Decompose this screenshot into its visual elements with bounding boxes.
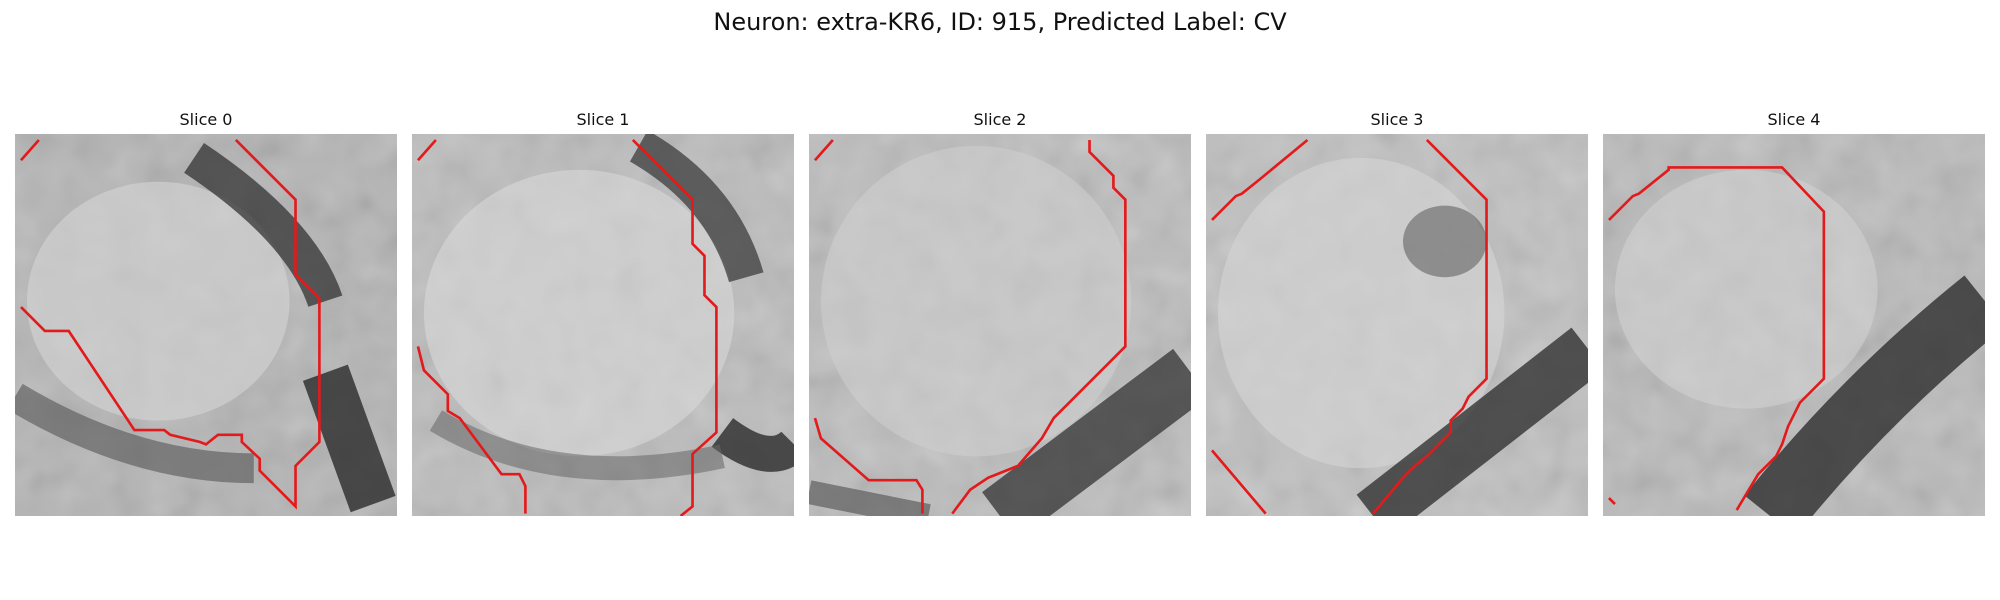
figure-title: Neuron: extra-KR6, ID: 915, Predicted La… [713, 8, 1287, 36]
slice-panel-1: Slice 1 [412, 110, 794, 518]
slice-title: Slice 0 [179, 110, 233, 129]
slice-title: Slice 2 [973, 110, 1027, 129]
slice-title: Slice 3 [1370, 110, 1424, 129]
slice-panel-2: Slice 2 [809, 110, 1191, 518]
slice-image [412, 134, 794, 516]
slice-panel-3: Slice 3 [1206, 110, 1588, 518]
slice-panel-4: Slice 4 [1603, 110, 1985, 518]
slice-image [809, 134, 1191, 516]
slice-image [1603, 134, 1985, 516]
slice-panel-0: Slice 0 [15, 110, 397, 518]
slice-image [1206, 134, 1588, 516]
slice-image [15, 134, 397, 516]
slice-title: Slice 4 [1767, 110, 1821, 129]
slice-title: Slice 1 [576, 110, 630, 129]
